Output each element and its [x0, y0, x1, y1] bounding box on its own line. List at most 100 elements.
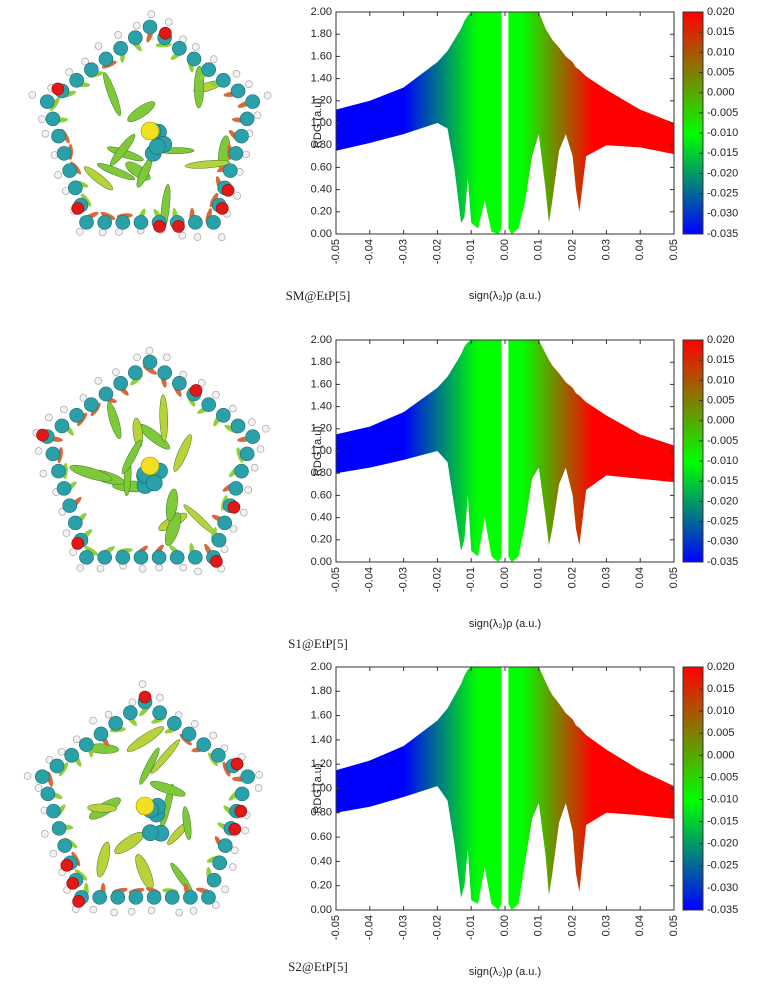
- hydrogen-atom: [229, 525, 238, 533]
- oxygen-atom: [227, 500, 241, 514]
- colorbar-tick-label: 0.010: [707, 374, 735, 386]
- isosurface: [103, 72, 121, 117]
- colorbar-tick-label: 0.020: [707, 661, 735, 673]
- x-tick-label: -0.03: [398, 567, 410, 592]
- hydrogen-atom: [54, 171, 62, 179]
- carbon-atom: [128, 890, 144, 905]
- y-tick-label: 0.00: [311, 556, 332, 568]
- carbon-atom: [217, 838, 233, 853]
- carbon-atom: [98, 386, 114, 402]
- y-tick-label: 0.40: [311, 855, 332, 867]
- hydrogen-atom: [39, 469, 48, 478]
- hydrogen-atom: [155, 563, 163, 572]
- y-tick-label: 0.00: [311, 228, 332, 240]
- carbon-atom: [113, 376, 128, 391]
- colorbar-tick-label: 0.005: [707, 727, 735, 739]
- carbon-atom: [40, 786, 56, 802]
- oxygen-atom: [189, 384, 203, 397]
- colorbar-tick-label: 0.010: [707, 705, 735, 717]
- hydrogen-atom: [250, 463, 259, 472]
- sulfur-atom: [135, 796, 155, 816]
- isosurface: [159, 394, 168, 442]
- hydrogen-atom: [72, 735, 81, 744]
- hydrogen-atom: [194, 567, 202, 576]
- caption: S1@EtP[5]: [288, 636, 348, 651]
- isosurface: [69, 464, 113, 482]
- carbon-atom: [181, 726, 197, 742]
- carbon-atom: [93, 726, 109, 742]
- caption: SM@EtP[5]: [286, 288, 351, 303]
- y-tick-label: 2.00: [311, 6, 332, 18]
- rdg-cloud: [336, 667, 502, 910]
- x-tick-label: 0.02: [567, 239, 579, 260]
- hydrogen-atom: [138, 564, 147, 573]
- carbon-atom: [68, 180, 83, 196]
- colorbar-tick-label: -0.020: [707, 838, 738, 850]
- colorbar-tick-label: 0.020: [707, 6, 735, 18]
- oxygen-atom: [159, 26, 172, 40]
- sulfur-atom: [140, 121, 160, 141]
- x-tick-label: -0.01: [465, 239, 477, 264]
- molecule: [32, 346, 270, 576]
- rdg-cloud: [508, 340, 674, 562]
- hydrogen-atom: [40, 830, 49, 838]
- y-tick-label: 1.00: [311, 445, 332, 457]
- hydrogen-atom: [245, 80, 253, 88]
- hydrogen-atom: [104, 710, 113, 719]
- x-tick-label: -0.02: [431, 239, 443, 264]
- y-axis-label: RDG (a.u): [312, 426, 324, 476]
- colorbar-tick-label: -0.015: [707, 147, 738, 159]
- carbon-atom: [79, 550, 94, 565]
- y-tick-label: 0.20: [311, 880, 332, 892]
- x-tick-label: 0.03: [600, 915, 612, 936]
- carbon-atom: [142, 19, 158, 35]
- isosurface: [84, 546, 99, 556]
- y-tick-label: 1.80: [311, 685, 332, 697]
- x-tick-label: -0.01: [465, 915, 477, 940]
- colorbar-tick-label: 0.000: [707, 749, 735, 761]
- oxygen-atom: [66, 877, 80, 890]
- hydrogen-atom: [221, 885, 230, 894]
- x-tick-label: -0.04: [364, 915, 376, 940]
- carbon-atom: [62, 498, 78, 513]
- isosurface: [96, 163, 136, 181]
- hydrogen-atom: [145, 346, 154, 355]
- y-tick-label: 0.40: [311, 184, 332, 196]
- hydrogen-atom: [256, 445, 265, 453]
- carbon-atom: [34, 769, 50, 784]
- hydrogen-atom: [253, 111, 262, 120]
- carbon-atom: [211, 532, 227, 548]
- carbon-atom: [186, 51, 202, 67]
- carbon-atom: [234, 128, 249, 144]
- isosurface: [182, 806, 192, 840]
- hydrogen-atom: [34, 447, 43, 455]
- hydrogen-atom: [254, 784, 263, 792]
- x-tick-label: 0.03: [600, 239, 612, 260]
- y-tick-label: 1.00: [311, 117, 332, 129]
- hydrogen-atom: [76, 227, 84, 236]
- carbon-atom: [206, 872, 222, 888]
- x-tick-label: 0.04: [634, 239, 646, 260]
- carbon-atom: [234, 786, 250, 802]
- hydrogen-atom: [229, 404, 237, 413]
- oxygen-atom: [36, 428, 49, 442]
- carbon-atom: [206, 215, 221, 230]
- carbon-atom: [56, 146, 72, 161]
- hydrogen-atom: [23, 772, 32, 780]
- colorbar-tick-label: -0.035: [707, 228, 738, 240]
- colorbar-tick-label: -0.025: [707, 860, 738, 872]
- isosurface: [127, 101, 156, 123]
- hydrogen-atom: [179, 563, 188, 572]
- sulfur-atom: [140, 456, 160, 476]
- carbon-atom: [217, 515, 232, 531]
- oxygen-atom: [71, 202, 85, 215]
- hydrogen-atom: [94, 42, 103, 50]
- carbon-atom: [240, 769, 256, 784]
- carbon-atom: [201, 890, 216, 905]
- carbon-atom: [98, 51, 114, 67]
- isosurface: [96, 841, 111, 878]
- y-tick-label: 1.20: [311, 758, 332, 770]
- carbon-atom: [142, 354, 158, 370]
- hydrogen-atom: [242, 150, 250, 159]
